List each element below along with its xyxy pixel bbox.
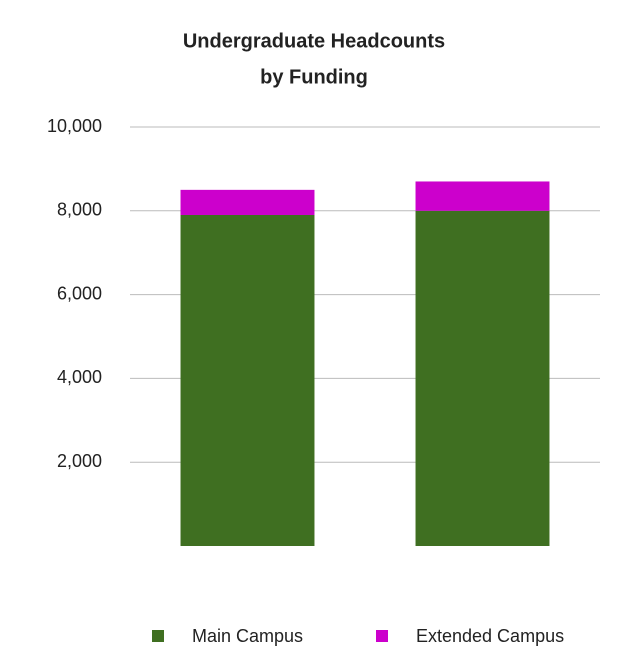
y-tick-label: 4,000 [57, 367, 102, 387]
chart-subtitle: by Funding [260, 66, 368, 88]
y-tick-label: 8,000 [57, 200, 102, 220]
bar-segment [415, 210, 550, 547]
y-tick-label: 6,000 [57, 283, 102, 303]
y-tick-label: 10,000 [47, 116, 102, 136]
legend-swatch [376, 630, 388, 642]
bar-segment [180, 214, 315, 547]
legend-label: Extended Campus [416, 626, 564, 646]
legend-label: Main Campus [192, 626, 303, 646]
bar-segment [415, 181, 550, 211]
chart-title: Undergraduate Headcounts [183, 30, 445, 52]
y-tick-label: 2,000 [57, 451, 102, 471]
bar-segment [180, 189, 315, 215]
legend-swatch [152, 630, 164, 642]
